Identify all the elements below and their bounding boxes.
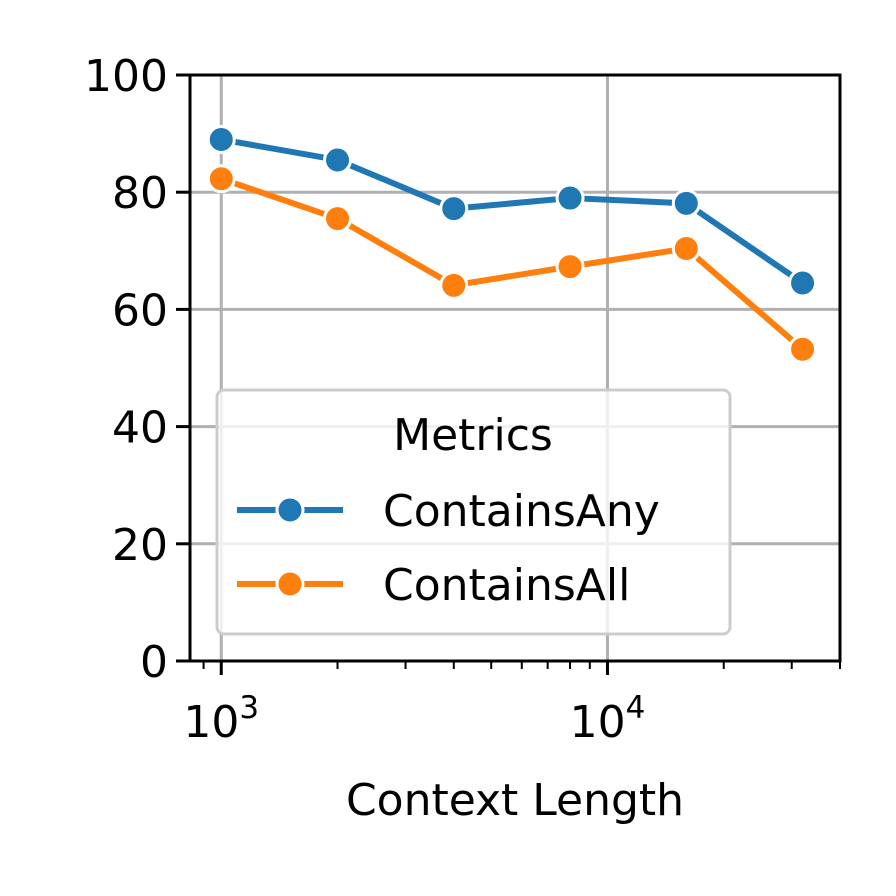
legend-entries: ContainsAny ContainsAll — [237, 486, 660, 611]
y-tick-label: 100 — [84, 51, 168, 102]
y-tick-label: 60 — [112, 285, 168, 336]
x-tick-exponent: 4 — [626, 690, 646, 726]
x-tick-exponent: 3 — [239, 690, 259, 726]
legend-box — [215, 388, 732, 636]
data-point-containsany — [788, 268, 818, 298]
legend: Metrics ContainsAny ContainsAll — [215, 388, 732, 636]
data-point-containsany — [439, 194, 469, 224]
data-point-containsany — [206, 124, 236, 154]
data-point-containsany — [323, 145, 353, 175]
data-point-containsall — [555, 252, 585, 282]
y-tick-label: 40 — [112, 403, 168, 454]
legend-label-containsany: ContainsAny — [383, 486, 660, 537]
legend-label-containsall: ContainsAll — [383, 560, 630, 611]
data-point-containsall — [439, 270, 469, 300]
series-line-containsany — [220, 136, 805, 286]
y-tick-labels: 0 20 40 60 80 100 — [84, 51, 168, 688]
x-tick-base: 10 — [183, 697, 239, 748]
legend-marker-containsany — [275, 495, 305, 525]
data-point-containsall — [323, 204, 353, 234]
plot-frame — [188, 73, 842, 663]
y-tick-label: 80 — [112, 168, 168, 219]
y-tick-label: 20 — [112, 520, 168, 571]
y-tick-label: 0 — [140, 637, 168, 688]
legend-title: Metrics — [393, 410, 553, 461]
data-point-containsany — [671, 188, 701, 218]
data-point-containsall — [206, 164, 236, 194]
x-tick-labels: 103 104 — [183, 690, 645, 748]
x-tick-label: 104 — [570, 690, 646, 748]
data-point-containsall — [788, 334, 818, 364]
axis-major-ticks — [176, 73, 609, 675]
x-axis-label: Context Length — [346, 775, 684, 826]
x-tick-base: 10 — [570, 697, 626, 748]
legend-marker-containsall — [275, 569, 305, 599]
series-line-containsall — [220, 175, 805, 352]
data-point-containsall — [671, 233, 701, 263]
series-group — [206, 124, 818, 364]
x-tick-label: 103 — [183, 690, 259, 748]
data-point-containsany — [555, 183, 585, 213]
